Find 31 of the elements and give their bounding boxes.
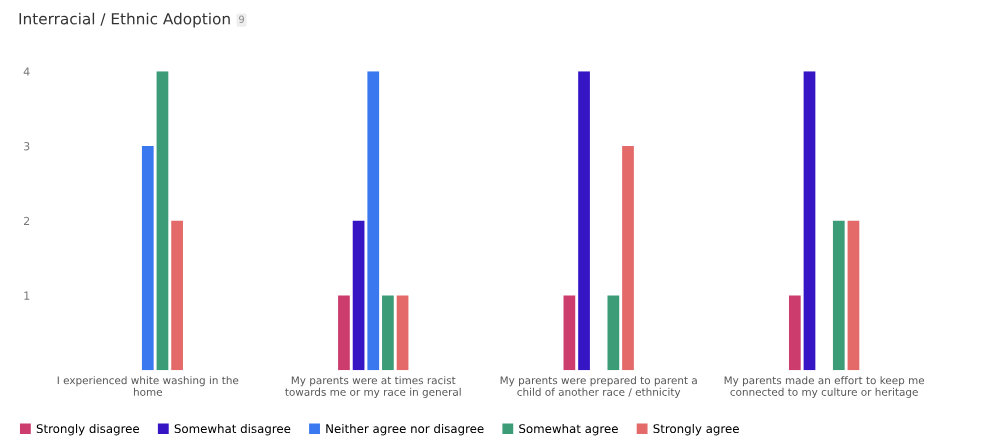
x-tick-label: My parents made an effort to keep me connected to my culture or heritage [724, 376, 925, 398]
legend-label: Somewhat disagree [174, 423, 291, 436]
bar [338, 295, 350, 371]
text: 9 [239, 15, 244, 23]
bar [352, 220, 365, 371]
legend-label: Strongly agree [653, 423, 739, 436]
x-tick-label: My parents were at times racist towards me or my race in general [285, 376, 461, 398]
x-tick-label: I experienced white washing in the home [57, 376, 239, 396]
legend-label: Somewhat agree [519, 423, 618, 436]
legend-label: Strongly disagree [36, 423, 140, 436]
bar [171, 220, 183, 371]
bar [832, 220, 845, 371]
x-tick-label: My parents were prepared to parent a child of another race / ethnicity [500, 376, 697, 398]
chart-title: Interracial / Ethnic Adoption [19, 12, 230, 28]
bar [156, 71, 169, 371]
bar [563, 295, 576, 371]
bar [847, 220, 860, 371]
bar [141, 146, 154, 371]
bar [622, 146, 634, 371]
bar [367, 71, 380, 371]
bar [382, 295, 394, 371]
bar [578, 71, 590, 371]
bar [803, 71, 816, 371]
y-tick-label: 1 [24, 291, 30, 300]
y-tick-label: 2 [23, 216, 30, 225]
y-tick-label: 4 [23, 67, 30, 76]
y-tick-label: 3 [23, 142, 30, 151]
bar [788, 295, 801, 371]
bar [607, 295, 620, 371]
bar [396, 295, 409, 371]
legend-label: Neither agree nor disagree [326, 423, 484, 436]
